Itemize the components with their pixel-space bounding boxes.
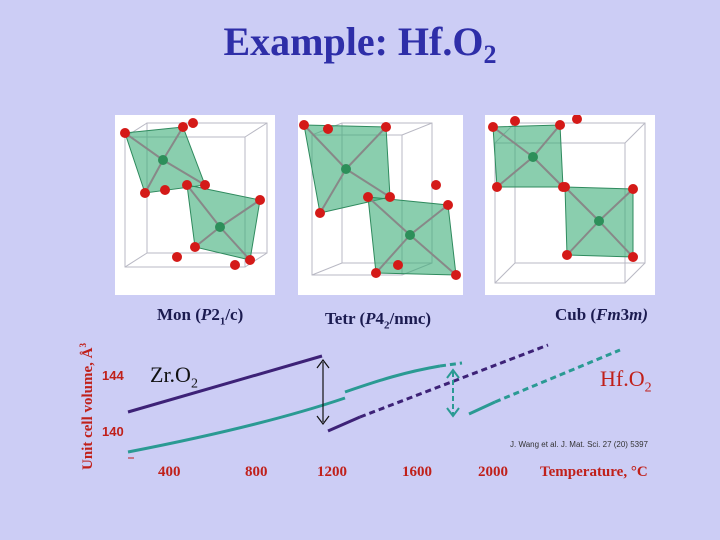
hfo2-monoclinic-line [127, 396, 346, 454]
hfo2-series-label: Hf.O2 [600, 366, 652, 396]
phase-label-monoclinic: Mon (P21/c) [157, 305, 244, 328]
phase-label-tetragonal: Tetr (P42/nmc) [325, 309, 432, 332]
monoclinic-structure-image [115, 115, 275, 295]
hfo2-extrapolated-line [439, 361, 463, 368]
x-tick-1600: 1600 [402, 464, 432, 480]
x-tick-2000: 2000 [478, 464, 508, 480]
tetragonal-structure-image [298, 115, 463, 295]
hfo2-cubic-dashed-line [494, 348, 621, 404]
zro2-series-label: Zr.O2 [150, 362, 198, 392]
x-tick-1200: 1200 [317, 464, 347, 480]
hfo2-cubic-line [468, 400, 496, 416]
x-tick-800: 800 [245, 464, 268, 480]
reference-citation: J. Wang et al. J. Mat. Sci. 27 (20) 5397 [510, 440, 648, 449]
volume-jump-arrow-zro2 [316, 359, 330, 425]
zro2-tetragonal-line [327, 415, 361, 433]
y-tick-144: 144 [102, 368, 124, 383]
slide-title: Example: Hf.O2 [223, 19, 497, 69]
y-tick-140: 140 [102, 424, 124, 439]
zro2-monoclinic-line [127, 354, 323, 414]
x-tick-400: 400 [158, 464, 181, 480]
cubic-structure-image [485, 114, 655, 295]
volume-jump-arrow-hfo2 [446, 368, 460, 418]
phase-label-cubic: Cub (Fm3m) [555, 305, 649, 324]
hfo2-tetragonal-line [344, 364, 441, 394]
x-axis-label: Temperature, °C [540, 464, 648, 480]
